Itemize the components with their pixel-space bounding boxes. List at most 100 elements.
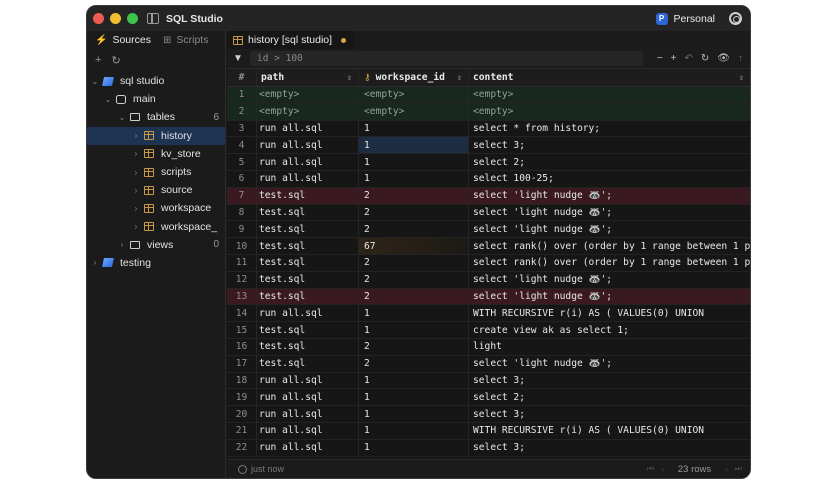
prev-page-icon[interactable]: ‹ <box>661 464 664 474</box>
table-row[interactable]: 6 run all.sql 1 select 100-25; <box>227 170 750 188</box>
cell-path[interactable]: test.sql <box>257 355 359 372</box>
sort-icon[interactable]: ⇕ <box>347 73 352 82</box>
filter-input[interactable] <box>250 51 643 66</box>
cell-path[interactable]: run all.sql <box>257 439 359 456</box>
column-header-content[interactable]: content ⇕ <box>469 69 750 86</box>
table-row[interactable]: 7 test.sql 2 select 'light nudge 🦝'; <box>227 187 750 205</box>
table-row[interactable]: 14 run all.sql 1 WITH RECURSIVE r(i) AS ( V… <box>227 305 750 323</box>
cell-content[interactable]: select 3; <box>469 440 750 456</box>
cell-workspace-id[interactable]: 2 <box>359 254 469 271</box>
cell-workspace-id[interactable]: 1 <box>359 137 469 154</box>
cell-workspace-id[interactable]: 2 <box>359 221 469 238</box>
cell-path[interactable]: test.sql <box>257 187 359 204</box>
cell-workspace-id[interactable]: <empty> <box>359 87 469 103</box>
cell-content[interactable]: select 'light nudge 🦝'; <box>469 205 750 221</box>
undo-icon[interactable]: ↶ <box>684 53 693 64</box>
tree-item-views[interactable]: › views 0 <box>87 236 225 254</box>
tab-history[interactable]: history [sql studio] <box>227 31 355 49</box>
column-header-workspace-id[interactable]: ⚷ workspace_id ⇕ <box>359 69 469 86</box>
table-row[interactable]: 3 run all.sql 1 select * from history; <box>227 120 750 138</box>
chevron-right-icon[interactable]: › <box>134 167 138 177</box>
cell-workspace-id[interactable]: 1 <box>359 120 469 137</box>
chevron-right-icon[interactable]: › <box>134 131 138 141</box>
cell-workspace-id[interactable]: 2 <box>359 271 469 288</box>
cell-workspace-id[interactable]: 1 <box>359 170 469 187</box>
maximize-window-button[interactable] <box>127 13 138 24</box>
table-row[interactable]: 11 test.sql 2 select rank() over (order by … <box>227 254 750 272</box>
chevron-down-icon[interactable]: ⌄ <box>118 112 126 122</box>
cell-workspace-id[interactable]: 1 <box>359 305 469 322</box>
cell-workspace-id[interactable]: 1 <box>359 154 469 170</box>
cell-path[interactable]: run all.sql <box>257 372 359 389</box>
column-header-path[interactable]: path ⇕ <box>257 69 359 86</box>
cell-content[interactable]: select 'light nudge 🦝'; <box>469 289 750 305</box>
next-page-icon[interactable]: › <box>725 464 728 474</box>
chevron-down-icon[interactable]: ⌄ <box>104 94 112 104</box>
table-row[interactable]: 19 run all.sql 1 select 2; <box>227 389 750 407</box>
table-row[interactable]: 10 test.sql 67 select rank() over (order by… <box>227 238 750 255</box>
cell-content[interactable]: select 100-25; <box>469 171 750 187</box>
cell-workspace-id[interactable]: 2 <box>359 338 469 355</box>
chevron-right-icon[interactable]: › <box>134 203 138 213</box>
cell-content[interactable]: select rank() over (order by 1 range bet… <box>469 255 750 271</box>
cell-path[interactable]: <empty> <box>257 103 359 120</box>
add-row-icon[interactable]: + <box>670 53 677 64</box>
cell-content[interactable]: WITH RECURSIVE r(i) AS ( VALUES(0) UNION <box>469 423 750 439</box>
close-window-button[interactable] <box>93 13 104 24</box>
chevron-right-icon[interactable]: › <box>120 240 124 250</box>
cell-content[interactable]: select 2; <box>469 154 750 170</box>
cell-workspace-id[interactable]: 1 <box>359 372 469 389</box>
cell-content[interactable]: <empty> <box>469 104 750 120</box>
commit-icon[interactable]: ↑ <box>738 53 743 64</box>
cell-path[interactable]: test.sql <box>257 254 359 271</box>
table-row[interactable]: 9 test.sql 2 select 'light nudge 🦝'; <box>227 221 750 239</box>
tree-item-history[interactable]: › history <box>87 126 225 145</box>
cell-workspace-id[interactable]: 2 <box>359 355 469 372</box>
cell-path[interactable]: run all.sql <box>257 389 359 406</box>
cell-content[interactable]: select 3; <box>469 373 750 389</box>
minimize-window-button[interactable] <box>110 13 121 24</box>
table-row[interactable]: 12 test.sql 2 select 'light nudge 🦝'; <box>227 271 750 289</box>
cell-path[interactable]: test.sql <box>257 288 359 305</box>
chevron-right-icon[interactable]: › <box>134 149 138 159</box>
cell-workspace-id[interactable]: 2 <box>359 204 469 221</box>
table-row[interactable]: 16 test.sql 2 light <box>227 338 750 356</box>
tree-item-kv-store[interactable]: › kv_store <box>87 145 225 163</box>
tree-item-scripts[interactable]: › scripts <box>87 163 225 181</box>
cell-workspace-id[interactable]: <empty> <box>359 103 469 120</box>
cell-path[interactable]: run all.sql <box>257 170 359 187</box>
cell-content[interactable]: light <box>469 339 750 355</box>
chevron-right-icon[interactable]: › <box>93 258 97 268</box>
cell-path[interactable]: test.sql <box>257 238 359 254</box>
cell-path[interactable]: run all.sql <box>257 422 359 439</box>
cell-workspace-id[interactable]: 1 <box>359 439 469 456</box>
cell-path[interactable]: run all.sql <box>257 120 359 137</box>
tree-item-workspace-underscore[interactable]: › workspace_ <box>87 218 225 236</box>
table-row[interactable]: 8 test.sql 2 select 'light nudge 🦝'; <box>227 204 750 222</box>
profile-switcher[interactable]: P Personal <box>655 12 742 25</box>
cell-content[interactable]: WITH RECURSIVE r(i) AS ( VALUES(0) UNION <box>469 305 750 321</box>
refresh-icon[interactable]: ↻ <box>111 54 121 67</box>
cell-path[interactable]: <empty> <box>257 87 359 103</box>
sort-icon[interactable]: ⇕ <box>739 73 744 82</box>
chevron-right-icon[interactable]: › <box>134 222 138 232</box>
cell-content[interactable]: select 'light nudge 🦝'; <box>469 272 750 288</box>
cell-path[interactable]: test.sql <box>257 322 359 338</box>
table-row[interactable]: 15 test.sql 1 create view ak as select 1; <box>227 322 750 339</box>
cell-workspace-id[interactable]: 1 <box>359 389 469 406</box>
cell-path[interactable]: test.sql <box>257 271 359 288</box>
table-row[interactable]: 2 <empty> <empty> <empty> <box>227 103 750 121</box>
cell-workspace-id[interactable]: 1 <box>359 406 469 422</box>
tree-item-main[interactable]: ⌄ main <box>87 90 225 108</box>
tree-item-testing[interactable]: › testing <box>87 254 225 272</box>
table-row[interactable]: 13 test.sql 2 select 'light nudge 🦝'; <box>227 288 750 306</box>
gear-icon[interactable] <box>729 12 742 25</box>
table-row[interactable]: 5 run all.sql 1 select 2; <box>227 154 750 171</box>
cell-workspace-id[interactable]: 1 <box>359 422 469 439</box>
sort-icon[interactable]: ⇕ <box>457 73 462 82</box>
remove-row-icon[interactable]: − <box>656 53 663 64</box>
cell-content[interactable]: select 3; <box>469 137 750 153</box>
first-page-icon[interactable]: ⏮ <box>646 464 655 473</box>
cell-path[interactable]: run all.sql <box>257 305 359 322</box>
cell-path[interactable]: test.sql <box>257 204 359 221</box>
